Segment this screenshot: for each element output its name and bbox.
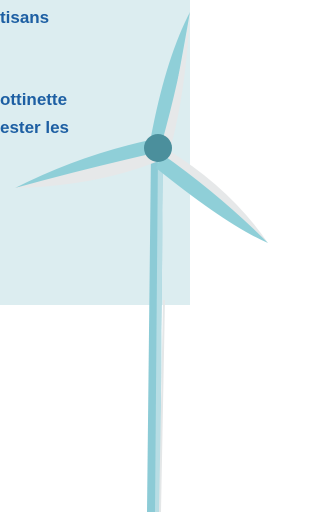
wind-turbine <box>0 0 270 512</box>
hub <box>144 134 172 162</box>
screen: tisans ottinette ester les <box>0 0 270 512</box>
blade <box>156 154 268 243</box>
